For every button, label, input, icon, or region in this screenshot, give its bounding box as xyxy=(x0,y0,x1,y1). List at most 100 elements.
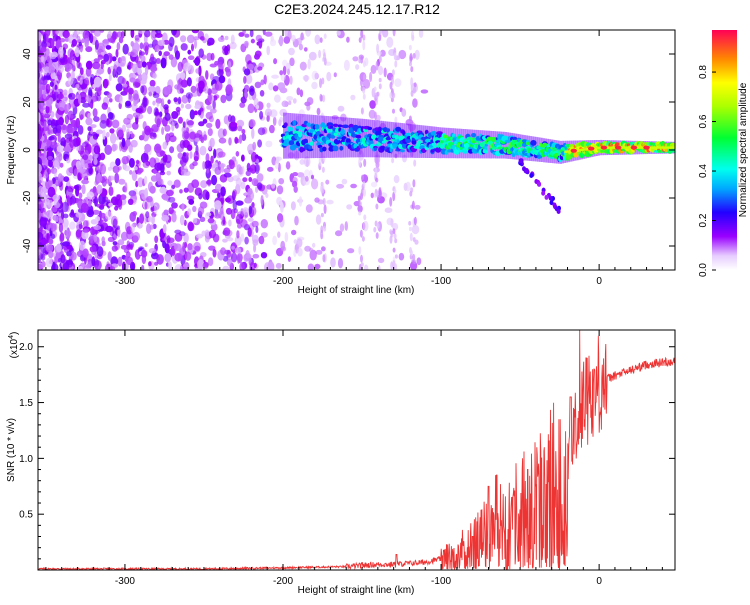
noise-cell xyxy=(75,136,81,146)
noise-cell xyxy=(92,61,101,70)
band-halo xyxy=(421,125,424,158)
noise-cell xyxy=(46,138,52,147)
streak-cell xyxy=(358,37,362,43)
band-cell xyxy=(379,145,386,151)
noise-cell xyxy=(84,77,89,85)
noise-cell xyxy=(48,179,54,187)
streak-cell xyxy=(320,229,324,240)
spectrogram-frame xyxy=(37,29,676,271)
noise-cell xyxy=(247,217,254,222)
noise-cell xyxy=(130,139,138,148)
streak-cell xyxy=(379,189,382,199)
noise-cell xyxy=(149,157,157,168)
noise-cell xyxy=(39,141,48,152)
noise-cell xyxy=(286,96,294,101)
noise-cell xyxy=(401,108,407,117)
noise-cell xyxy=(87,112,91,119)
band-core xyxy=(659,146,662,149)
noise-cell xyxy=(164,124,171,132)
noise-cell xyxy=(89,33,94,44)
streak-cell xyxy=(375,203,379,210)
streak-cell xyxy=(411,200,415,210)
noise-cell xyxy=(218,75,226,84)
noise-cell xyxy=(205,111,213,120)
streak-cell xyxy=(358,211,362,216)
noise-cell xyxy=(384,207,393,213)
noise-cell xyxy=(229,160,235,170)
noise-cell xyxy=(201,230,206,237)
noise-cell xyxy=(273,58,278,65)
noise-cell xyxy=(38,71,41,79)
noise-cell xyxy=(158,50,162,57)
noise-cell xyxy=(167,261,172,270)
band-cell xyxy=(342,124,349,129)
noise-cell xyxy=(54,215,59,223)
noise-cell xyxy=(220,163,224,173)
band-cell xyxy=(385,136,391,141)
noise-cell xyxy=(206,122,213,128)
noise-cell xyxy=(121,156,130,165)
noise-cell xyxy=(194,38,197,49)
streak-cell xyxy=(374,92,378,97)
noise-cell xyxy=(96,69,103,74)
noise-cell xyxy=(191,92,199,97)
streak-cell xyxy=(389,229,393,235)
noise-cell xyxy=(124,263,129,270)
noise-cell xyxy=(252,253,260,259)
noise-cell xyxy=(52,160,60,168)
noise-cell xyxy=(89,103,93,108)
noise-cell xyxy=(206,168,210,174)
noise-cell xyxy=(284,30,290,38)
noise-cell xyxy=(293,185,298,193)
noise-cell xyxy=(228,137,232,146)
noise-cell xyxy=(123,83,128,88)
noise-cell xyxy=(177,152,183,159)
noise-cell xyxy=(85,95,92,103)
streak-cell xyxy=(321,77,325,85)
noise-cell xyxy=(171,111,179,119)
noise-cell xyxy=(251,202,255,208)
noise-cell xyxy=(408,226,413,232)
noise-cell xyxy=(112,241,118,246)
noise-cell xyxy=(252,141,257,151)
noise-cell xyxy=(202,189,209,200)
noise-cell xyxy=(337,105,345,112)
band-halo xyxy=(501,131,504,159)
noise-cell xyxy=(131,263,135,270)
noise-cell xyxy=(370,64,377,74)
noise-cell xyxy=(228,114,232,123)
noise-cell xyxy=(264,108,273,118)
noise-cell xyxy=(179,72,186,80)
noise-cell xyxy=(187,243,193,251)
noise-cell xyxy=(118,36,124,44)
noise-cell xyxy=(220,94,227,104)
noise-cell xyxy=(357,205,363,213)
noise-cell xyxy=(335,230,343,237)
streak-cell xyxy=(323,33,327,39)
peak-cell xyxy=(570,148,577,153)
noise-cell xyxy=(57,173,63,182)
noise-cell xyxy=(249,164,257,174)
noise-cell xyxy=(264,31,273,37)
noise-cell xyxy=(198,206,205,215)
band-halo xyxy=(506,132,509,159)
noise-cell xyxy=(362,220,369,232)
noise-cell xyxy=(411,224,420,235)
noise-cell xyxy=(244,33,250,38)
noise-cell xyxy=(78,192,83,199)
noise-cell xyxy=(61,201,69,213)
figure-title: C2E3.2024.245.12.17.R12 xyxy=(274,1,440,17)
noise-cell xyxy=(218,137,227,144)
noise-cell xyxy=(274,94,281,103)
noise-cell xyxy=(109,266,116,270)
noise-cell xyxy=(282,65,287,76)
noise-cell xyxy=(303,156,311,167)
noise-cell xyxy=(162,86,171,95)
noise-cell xyxy=(45,30,51,35)
noise-cell xyxy=(225,84,233,95)
noise-cell xyxy=(234,247,242,254)
noise-cell xyxy=(180,35,187,43)
noise-cell xyxy=(394,78,402,87)
noise-cell xyxy=(69,50,76,61)
